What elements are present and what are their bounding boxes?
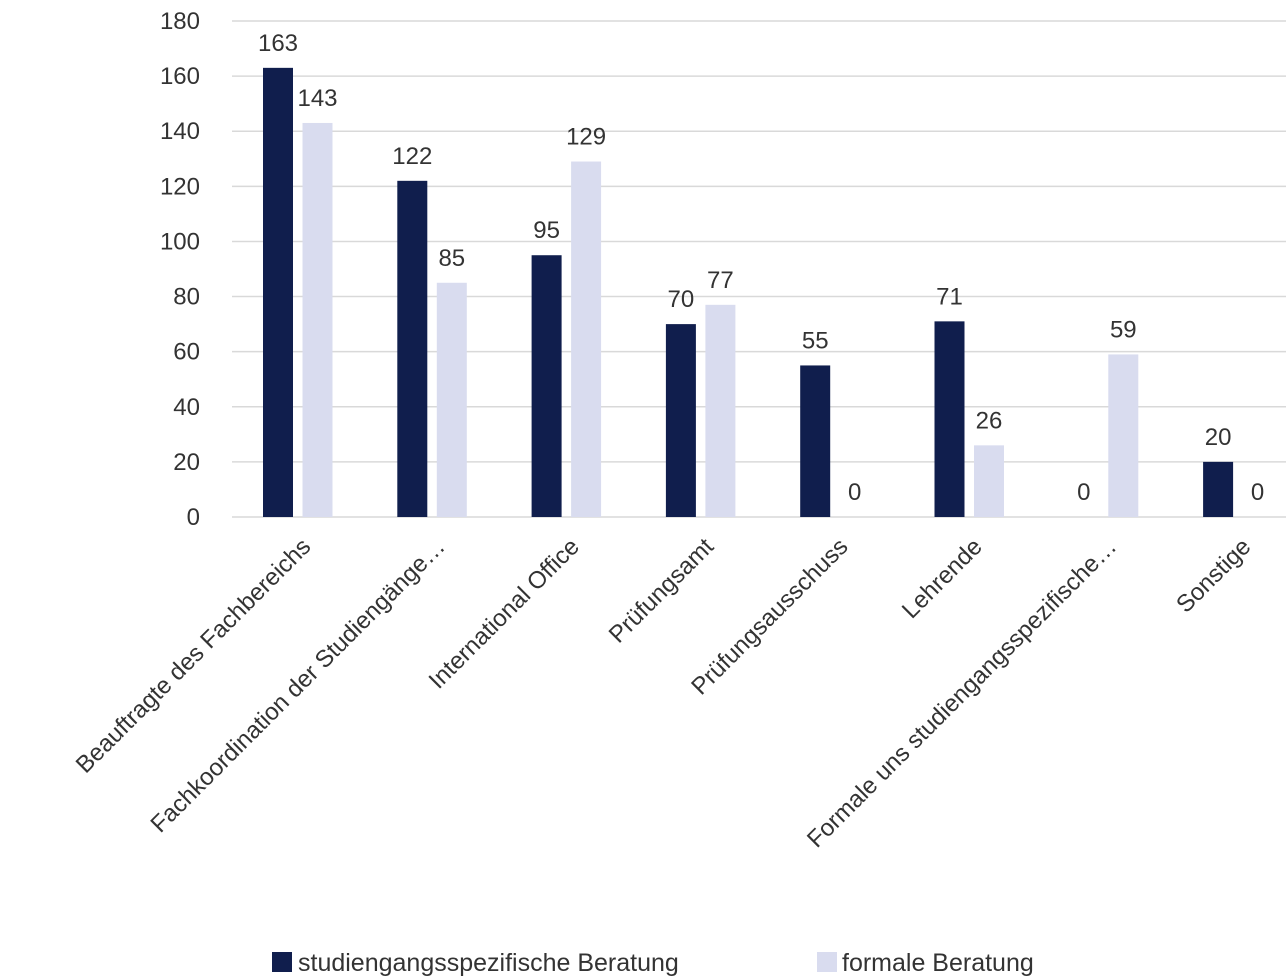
y-tick-label: 20 bbox=[173, 449, 200, 476]
data-label: 26 bbox=[976, 407, 1003, 434]
bar-series-2 bbox=[974, 445, 1004, 517]
data-label: 70 bbox=[668, 286, 695, 313]
data-label: 129 bbox=[566, 124, 606, 151]
bar-series-2 bbox=[705, 304, 736, 517]
y-tick-label: 80 bbox=[173, 284, 200, 311]
bars bbox=[263, 67, 1234, 518]
x-category-label: Prüfungsamt bbox=[604, 533, 720, 649]
bar-series-1 bbox=[397, 180, 428, 518]
y-tick-label: 140 bbox=[160, 118, 200, 145]
y-tick-label: 60 bbox=[173, 339, 200, 366]
bar-series-1 bbox=[1203, 461, 1234, 517]
data-label: 0 bbox=[848, 479, 861, 506]
data-label: 20 bbox=[1205, 424, 1232, 451]
data-label: 71 bbox=[936, 283, 963, 310]
x-category-label: International Office bbox=[424, 533, 585, 694]
data-label: 0 bbox=[1077, 479, 1090, 506]
x-category-label: Sonstige bbox=[1171, 533, 1256, 618]
data-label: 59 bbox=[1110, 316, 1137, 343]
x-category-label: Formale uns studiengangsspezifische… bbox=[802, 533, 1122, 853]
x-category-label: Lehrende bbox=[897, 533, 988, 624]
y-tick-label: 120 bbox=[160, 173, 200, 200]
data-label: 85 bbox=[438, 245, 465, 272]
y-tick-label: 100 bbox=[160, 228, 200, 255]
data-label: 0 bbox=[1251, 479, 1264, 506]
bar-series-1 bbox=[800, 365, 831, 517]
y-tick-label: 40 bbox=[173, 394, 200, 421]
bar-series-1 bbox=[531, 255, 562, 517]
bar-series-1 bbox=[934, 321, 965, 517]
legend-swatch bbox=[817, 952, 837, 972]
y-tick-label: 0 bbox=[187, 504, 200, 531]
data-label: 95 bbox=[533, 217, 560, 244]
y-axis-ticks: 0 20 40 60 80 100 120 140 160 180 bbox=[160, 8, 200, 531]
data-label: 143 bbox=[297, 85, 337, 112]
bar-series-2 bbox=[1108, 354, 1139, 517]
y-tick-label: 160 bbox=[160, 63, 200, 90]
y-tick-label: 180 bbox=[160, 8, 200, 35]
bar-series-2 bbox=[436, 282, 467, 517]
data-label: 77 bbox=[707, 267, 734, 294]
x-category-label: Beauftragte des Fachbereichs bbox=[71, 533, 317, 779]
legend-swatch bbox=[272, 952, 292, 972]
data-label: 55 bbox=[802, 327, 829, 354]
legend: studiengangsspezifische Beratung formale … bbox=[272, 949, 1034, 977]
legend-label: formale Beratung bbox=[842, 949, 1034, 977]
bar-series-2 bbox=[571, 161, 602, 518]
bar-series-2 bbox=[302, 122, 333, 517]
legend-label: studiengangsspezifische Beratung bbox=[298, 949, 679, 977]
data-labels: 163 143 122 85 95 129 70 77 55 0 71 26 0 59 20 0 bbox=[258, 30, 1264, 506]
x-category-label: Fachkoordination der Studiengänge… bbox=[146, 533, 451, 838]
data-label: 163 bbox=[258, 30, 298, 57]
bar-series-1 bbox=[263, 67, 293, 517]
data-label: 122 bbox=[392, 143, 432, 170]
x-axis-categories: Beauftragte des FachbereichsFachkoordina… bbox=[71, 533, 1257, 853]
bar-series-1 bbox=[665, 324, 696, 517]
